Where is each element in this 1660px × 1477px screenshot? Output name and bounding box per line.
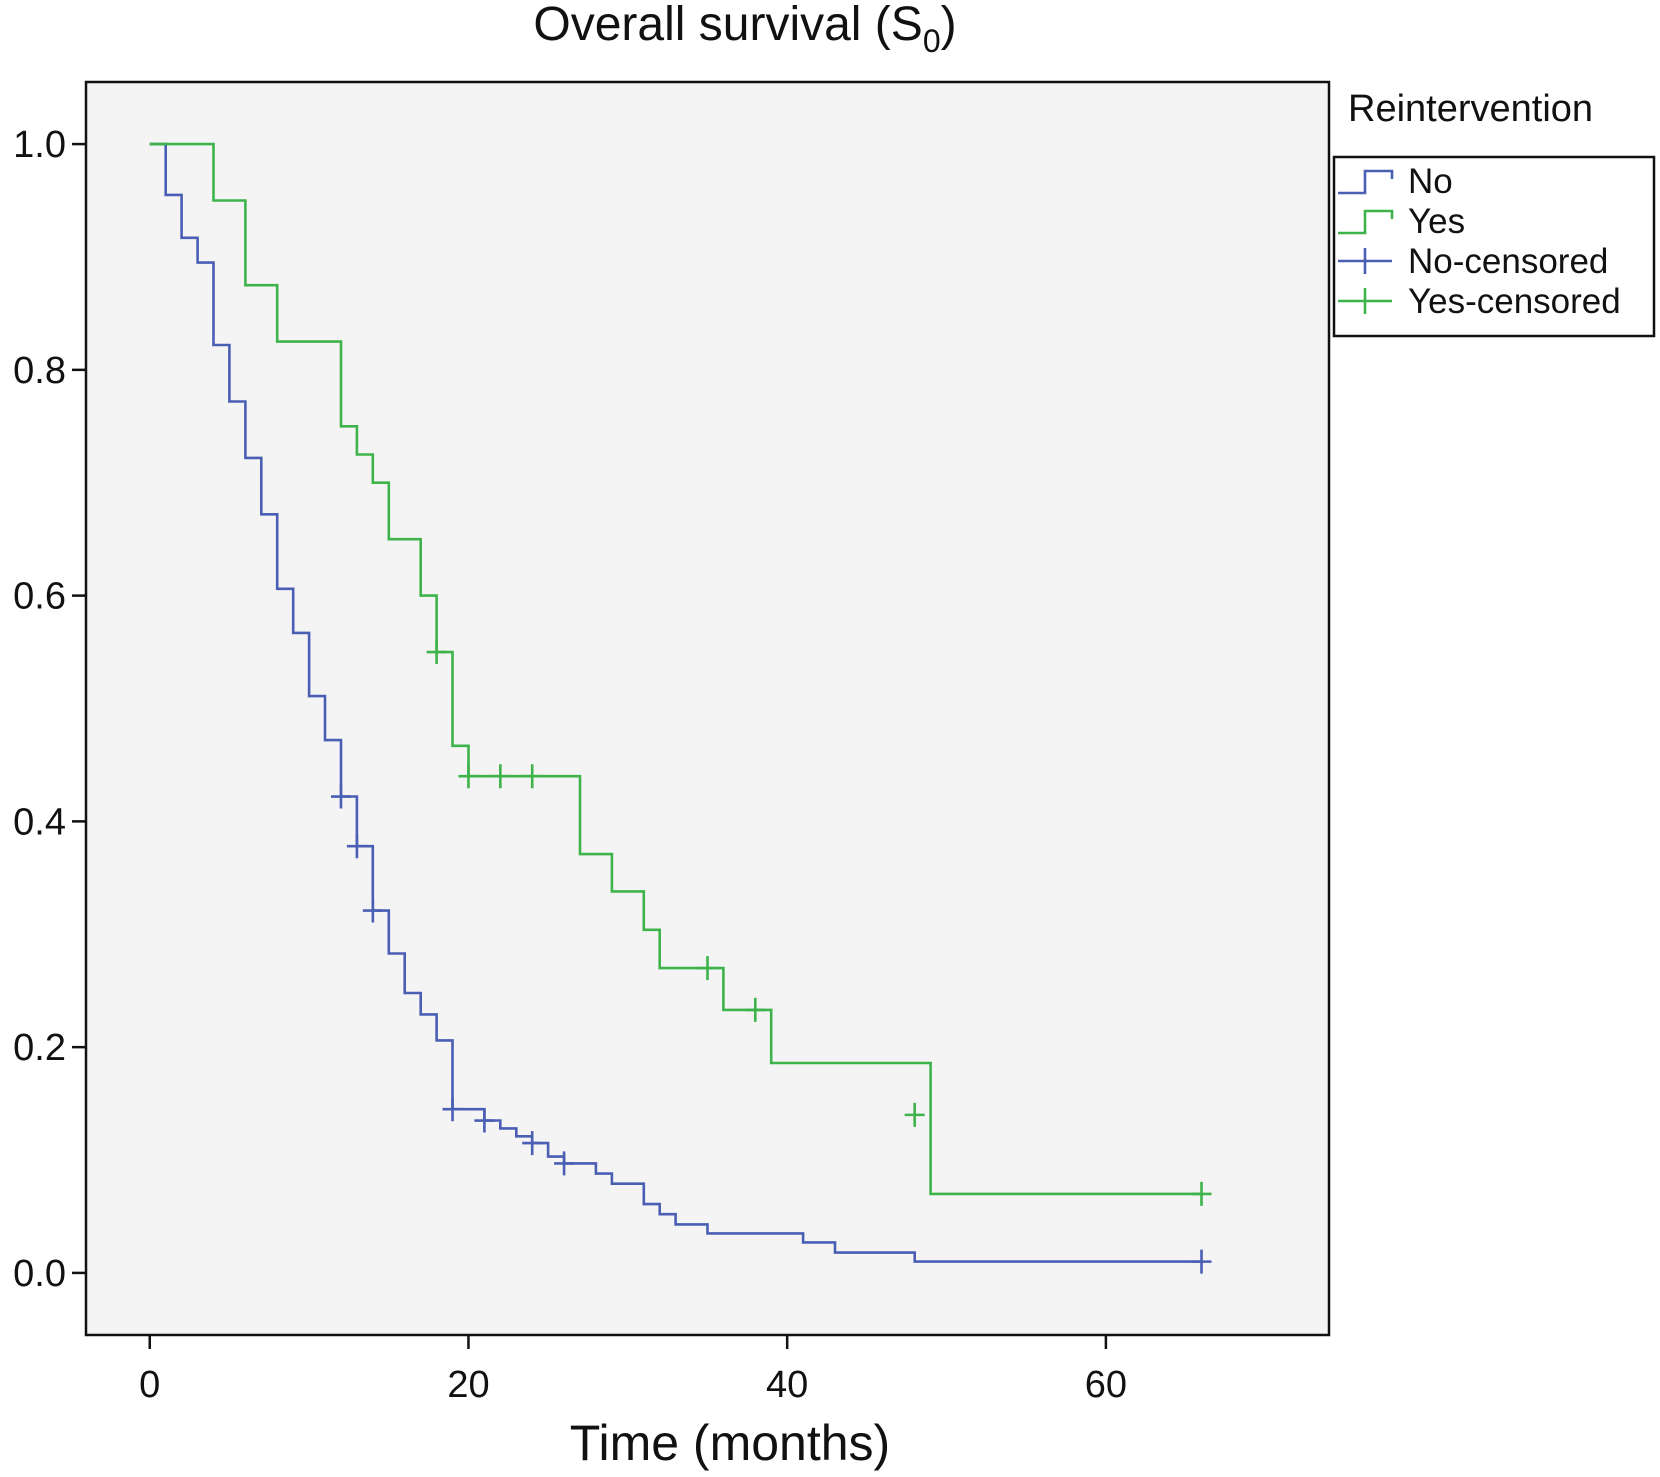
series-no-censor-mark	[442, 1097, 463, 1122]
plot-area	[84, 80, 1331, 1337]
series-yes-censor-mark	[522, 764, 543, 789]
series-no-censor-mark	[362, 898, 383, 923]
chart-title-main: Overall survival (S	[533, 0, 922, 51]
legend-swatch-yes	[1338, 209, 1394, 235]
series-layer	[149, 142, 1212, 1274]
chart-title: Overall survival (S0)	[533, 0, 956, 59]
y-tick-label: 0.4	[13, 801, 66, 843]
x-tick-label: 60	[1085, 1364, 1127, 1406]
series-yes-censor-mark	[490, 764, 511, 789]
series-no-censor-mark	[1191, 1249, 1212, 1274]
chart-title-close: )	[941, 0, 957, 51]
series-no-censor-mark	[522, 1131, 543, 1156]
series-no-censor-mark	[330, 784, 351, 809]
legend-box	[1332, 155, 1656, 338]
series-yes-censor-mark	[458, 764, 479, 789]
series-yes-censor-mark	[1191, 1181, 1212, 1206]
chart-title-subscript: 0	[923, 23, 941, 59]
y-tick-label: 0.6	[13, 576, 66, 618]
x-tick-label: 40	[766, 1364, 808, 1406]
legend-title: Reintervention	[1348, 88, 1593, 130]
legend-swatch-no-censored	[1338, 248, 1392, 274]
legend-label-no: No	[1408, 162, 1453, 201]
series-no-censor-mark	[474, 1108, 495, 1133]
series-yes-censor-mark	[697, 956, 718, 981]
legend-swatch-yes-censored	[1338, 288, 1392, 314]
x-tick-label: 20	[447, 1364, 489, 1406]
y-tick-label: 0.2	[13, 1027, 66, 1069]
x-axis-label: Time (months)	[570, 1415, 890, 1471]
series-yes-censor-mark	[904, 1102, 925, 1127]
y-tick-label: 0.8	[13, 350, 66, 392]
legend-label-yes: Yes	[1408, 202, 1465, 241]
series-no-censor-mark	[554, 1151, 575, 1176]
series-yes-censor-mark	[745, 997, 766, 1022]
axes: 0.0 0.2 0.4 0.6 0.8 1.0 0 20 40 60	[13, 124, 1127, 1406]
y-tick-label: 0.0	[13, 1253, 66, 1295]
legend-label-yes-censored: Yes-censored	[1408, 282, 1621, 321]
y-tick-label: 1.0	[13, 124, 66, 166]
x-tick-label: 0	[139, 1364, 160, 1406]
legend-swatch-no	[1338, 169, 1394, 195]
series-yes-censor-mark	[426, 640, 447, 665]
series-no-line	[149, 142, 1202, 1263]
series-no-censor-mark	[346, 834, 367, 859]
legend-label-no-censored: No-censored	[1408, 242, 1608, 281]
